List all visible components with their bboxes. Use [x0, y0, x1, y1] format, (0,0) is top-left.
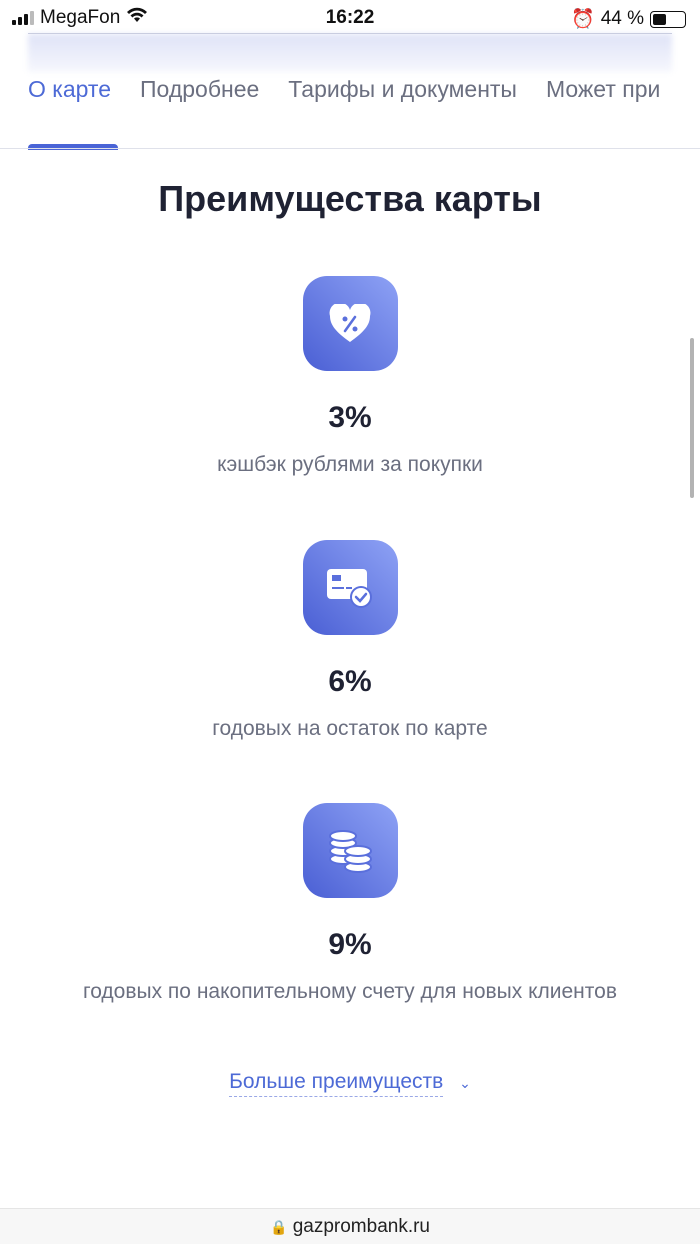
tab-bar: О карте Подробнее Тарифы и документы Мож…	[28, 76, 660, 103]
more-benefits-label[interactable]: Больше преимуществ	[229, 1070, 444, 1097]
header-blur	[28, 34, 672, 72]
tab-about[interactable]: О карте	[28, 76, 111, 102]
benefit-item: 3% кэшбэк рублями за покупки	[0, 276, 700, 477]
tab-details[interactable]: Подробнее	[140, 76, 260, 102]
benefit-value: 3%	[328, 401, 372, 434]
benefit-value: 6%	[328, 665, 372, 698]
benefit-desc: годовых на остаток по карте	[212, 717, 488, 740]
tab-may-be-useful[interactable]: Может при	[545, 76, 661, 102]
heart-percent-icon	[302, 276, 398, 371]
address-bar[interactable]: 🔒 gazprombank.ru	[0, 1208, 700, 1244]
divider	[0, 148, 700, 149]
header-line	[28, 33, 672, 34]
alarm-icon: ⏰	[571, 9, 595, 30]
active-tab-indicator	[28, 144, 118, 150]
benefit-desc: годовых по накопительному счету для новы…	[83, 980, 617, 1003]
benefit-item: 9% годовых по накопительному счету для н…	[0, 803, 700, 1004]
page-title: Преимущества карты	[158, 178, 542, 219]
benefit-desc: кэшбэк рублями за покупки	[217, 453, 483, 476]
battery-percent: 44 %	[600, 8, 644, 29]
benefit-value: 9%	[328, 928, 372, 961]
card-check-icon	[302, 540, 398, 635]
wifi-icon	[126, 7, 148, 29]
benefit-item: 6% годовых на остаток по карте	[0, 540, 700, 741]
clock: 16:22	[325, 7, 375, 28]
lock-icon: 🔒	[269, 1219, 288, 1235]
carrier: MegaFon	[40, 7, 121, 28]
status-bar: MegaFon 16:22 ⏰ 44 %	[0, 0, 700, 36]
more-benefits-link[interactable]: Больше преимуществ ⌄	[0, 1070, 700, 1097]
tab-tariffs[interactable]: Тарифы и документы	[288, 76, 517, 102]
chevron-down-icon: ⌄	[459, 1075, 471, 1091]
url-text: gazprombank.ru	[292, 1216, 430, 1237]
scrollbar[interactable]	[690, 338, 694, 498]
coins-icon	[302, 803, 398, 898]
battery-icon	[650, 10, 686, 28]
signal-icon	[12, 11, 34, 25]
